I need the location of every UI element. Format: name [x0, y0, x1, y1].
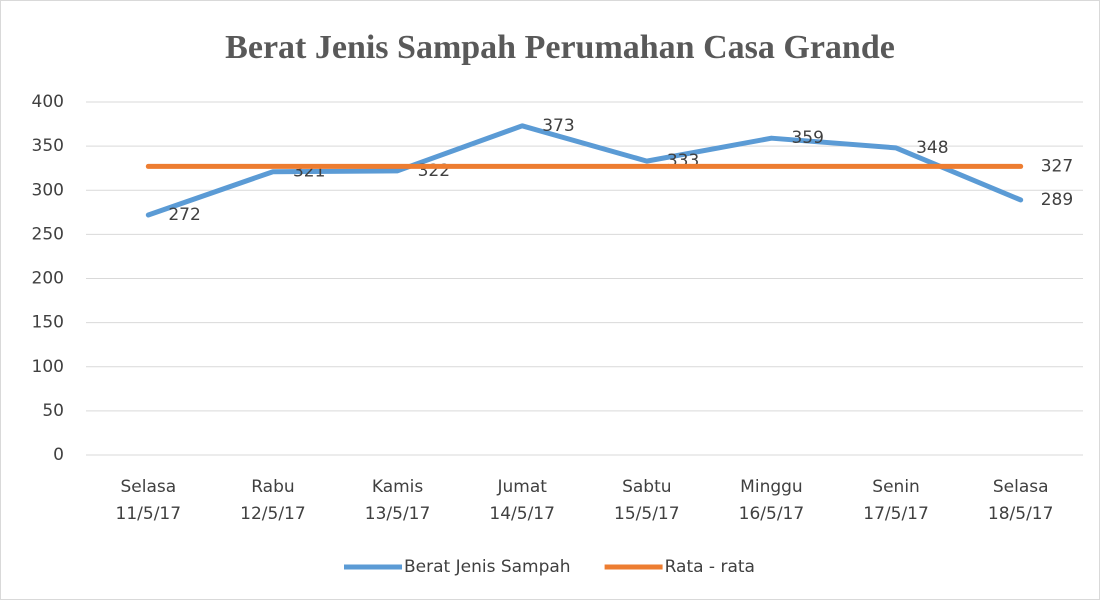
- x-tick-label: 16/5/17: [739, 504, 805, 524]
- y-tick-label: 100: [32, 357, 64, 377]
- y-tick-label: 350: [32, 136, 64, 156]
- x-tick-label: Senin: [872, 477, 920, 497]
- legend-label: Rata - rata: [665, 557, 755, 577]
- y-tick-label: 150: [32, 313, 64, 333]
- x-tick-label: Selasa: [993, 477, 1049, 497]
- x-tick-label: 15/5/17: [614, 504, 680, 524]
- y-tick-label: 300: [32, 180, 64, 200]
- x-tick-label: Rabu: [251, 477, 294, 497]
- data-label: 289: [1041, 190, 1073, 210]
- x-tick-label: 17/5/17: [863, 504, 929, 524]
- legend-label: Berat Jenis Sampah: [404, 557, 571, 577]
- chart-title: Berat Jenis Sampah Perumahan Casa Grande: [225, 29, 895, 66]
- x-tick-label: 13/5/17: [365, 504, 431, 524]
- y-tick-label: 400: [32, 92, 64, 112]
- data-label: 359: [791, 128, 823, 148]
- data-label: 322: [418, 161, 450, 181]
- data-label: 327: [1041, 156, 1073, 176]
- data-label: 373: [542, 116, 574, 136]
- y-tick-label: 0: [53, 445, 64, 465]
- x-tick-label: 12/5/17: [240, 504, 306, 524]
- x-tick-label: 14/5/17: [489, 504, 555, 524]
- x-tick-label: Kamis: [372, 477, 424, 497]
- y-tick-label: 250: [32, 224, 64, 244]
- y-tick-label: 200: [32, 269, 64, 289]
- y-tick-label: 50: [42, 401, 64, 421]
- data-label: 272: [168, 205, 200, 225]
- x-tick-label: 11/5/17: [116, 504, 182, 524]
- x-tick-label: Minggu: [740, 477, 803, 497]
- x-tick-label: Jumat: [496, 477, 547, 497]
- x-tick-label: 18/5/17: [988, 504, 1054, 524]
- x-tick-label: Sabtu: [622, 477, 671, 497]
- data-label: 348: [916, 138, 948, 158]
- x-tick-label: Selasa: [120, 477, 176, 497]
- series-line: [145, 123, 1024, 218]
